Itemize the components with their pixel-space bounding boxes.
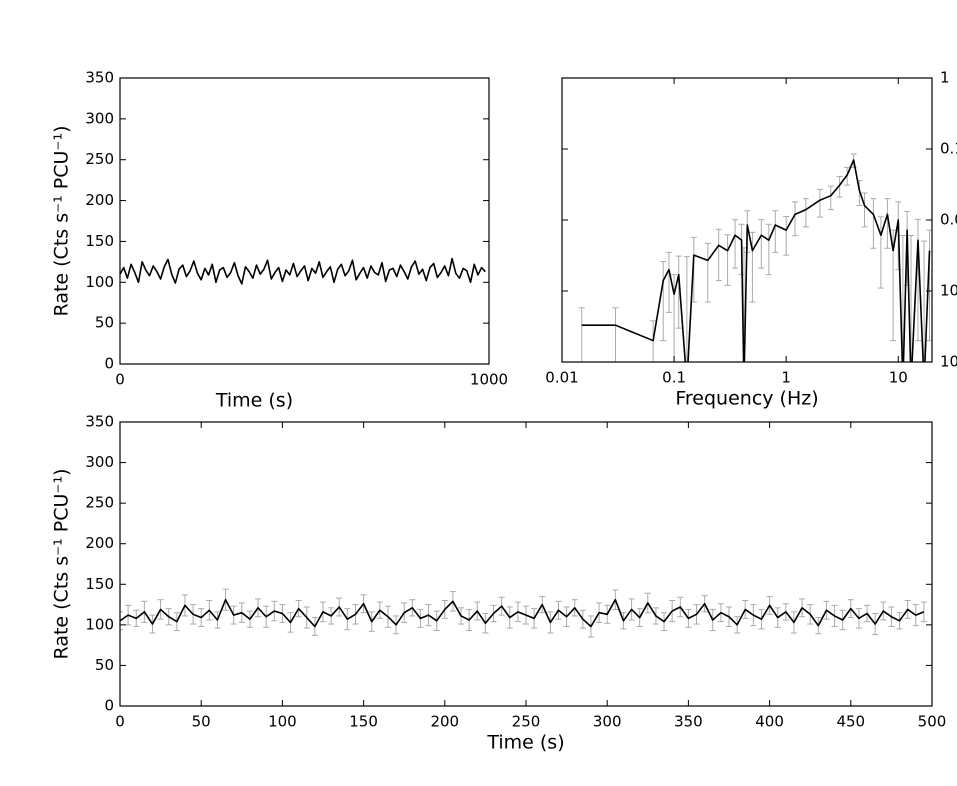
axes-frame xyxy=(119,421,933,707)
y-axis-label: Rate (Cts s⁻¹ PCU⁻¹) xyxy=(51,126,73,317)
x-tick-label: 450 xyxy=(836,713,865,731)
error-bar xyxy=(908,234,915,362)
x-tick-label: 350 xyxy=(674,713,703,731)
error-bar xyxy=(861,192,868,228)
error-bar xyxy=(827,185,834,211)
y-tick-label: 0 xyxy=(104,355,114,373)
error-bar xyxy=(650,320,657,362)
x-tick-label: 0.1 xyxy=(662,369,686,387)
x-tick-label: 200 xyxy=(430,713,459,731)
error-bar xyxy=(724,234,731,286)
error-bar xyxy=(671,274,678,362)
error-bar xyxy=(683,256,690,362)
error-bar xyxy=(120,611,123,631)
x-tick-label: 100 xyxy=(268,713,297,731)
x-tick-label: 400 xyxy=(755,713,784,731)
y-tick-label: 0.1 xyxy=(940,140,957,158)
error-bar xyxy=(792,201,799,237)
y-tick-label: 50 xyxy=(95,314,114,332)
error-bar xyxy=(783,216,790,256)
error-bar xyxy=(758,219,765,269)
y-tick-label: 1 xyxy=(940,69,950,87)
y-tick-label: 300 xyxy=(85,109,114,127)
error-bar xyxy=(802,198,809,228)
y-tick-label: 150 xyxy=(85,575,114,593)
data-line xyxy=(581,159,931,362)
error-bar xyxy=(921,240,928,362)
error-bar xyxy=(660,261,667,342)
x-tick-label: 0 xyxy=(115,371,125,389)
data-line xyxy=(120,598,925,628)
error-bar xyxy=(715,228,722,282)
x-tick-label: 300 xyxy=(593,713,622,731)
error-bar xyxy=(877,216,884,289)
error-bar xyxy=(899,234,906,362)
y-tick-label: 300 xyxy=(85,453,114,471)
x-tick-label: 1000 xyxy=(470,371,508,389)
error-bar xyxy=(816,188,823,218)
y-tick-label: 250 xyxy=(85,150,114,168)
y-tick-label: 10⁻³ xyxy=(940,282,957,300)
error-bar xyxy=(704,242,711,303)
y-tick-label: 350 xyxy=(85,69,114,87)
error-bar xyxy=(856,180,863,207)
x-tick-label: 50 xyxy=(192,713,211,731)
y-tick-label: 150 xyxy=(85,232,114,250)
x-tick-label: 0.01 xyxy=(545,369,578,387)
error-bar xyxy=(749,231,756,303)
y-tick-label: 50 xyxy=(95,656,114,674)
error-bar xyxy=(732,219,739,269)
error-bar xyxy=(765,223,772,276)
error-bar xyxy=(772,210,779,253)
y-tick-label: 200 xyxy=(85,191,114,209)
data-line xyxy=(120,257,486,285)
error-bar xyxy=(612,307,619,362)
x-axis-label: Time (s) xyxy=(486,732,564,754)
y-tick-label: 10⁻⁴ xyxy=(940,353,957,371)
x-axis-label: Frequency (Hz) xyxy=(675,388,818,410)
x-tick-label: 150 xyxy=(349,713,378,731)
x-tick-label: 500 xyxy=(918,713,947,731)
y-tick-label: 0 xyxy=(104,697,114,715)
x-tick-label: 0 xyxy=(115,713,125,731)
plot-area xyxy=(120,257,486,285)
x-tick-label: 1 xyxy=(781,369,791,387)
y-axis-label: Rate (Cts s⁻¹ PCU⁻¹) xyxy=(51,469,73,660)
x-axis-label: Time (s) xyxy=(215,390,293,412)
plot-area xyxy=(578,153,932,362)
axes-frame xyxy=(119,77,490,365)
y-tick-label: 250 xyxy=(85,494,114,512)
error-bar xyxy=(675,255,682,329)
error-bar xyxy=(884,198,891,249)
plot-area xyxy=(120,588,927,638)
y-tick-label: 0.01 xyxy=(940,211,957,229)
y-tick-label: 350 xyxy=(85,413,114,431)
y-tick-label: 200 xyxy=(85,534,114,552)
error-bar xyxy=(578,307,585,362)
x-tick-label: 250 xyxy=(512,713,541,731)
y-tick-label: 100 xyxy=(85,273,114,291)
x-tick-label: 10 xyxy=(889,369,908,387)
error-bar xyxy=(870,198,877,249)
y-tick-label: 100 xyxy=(85,615,114,633)
error-bar xyxy=(836,175,843,198)
error-bar xyxy=(665,251,672,313)
